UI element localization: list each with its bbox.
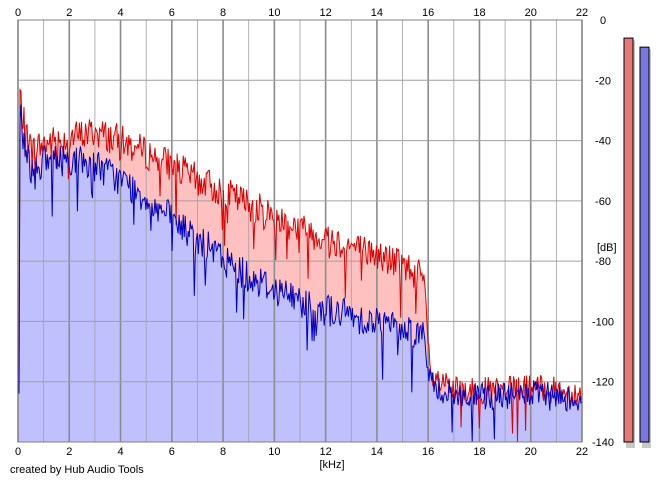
y-tick-label: -140 [592,437,614,449]
x-tick-label-bottom: 2 [66,446,72,458]
x-tick-label-bottom: 0 [15,446,21,458]
x-tick-label-bottom: 14 [371,446,383,458]
x-tick-label-bottom: 12 [320,446,332,458]
y-axis-label: [dB] [597,242,617,254]
x-tick-label-top: 0 [15,7,21,19]
x-tick-label-bottom: 6 [169,446,175,458]
level-meter-2 [639,46,650,443]
x-tick-label-bottom: 4 [117,446,123,458]
y-tick-label: -100 [592,316,614,328]
x-tick-label-top: 4 [117,7,123,19]
series-1-line [17,88,583,443]
x-tick-label-top: 2 [66,7,72,19]
x-tick-label-top: 12 [320,7,332,19]
spectrum-lines [17,88,583,443]
y-tick-label: 0 [600,15,606,27]
x-tick-label-top: 20 [525,7,537,19]
x-tick-label-top: 18 [473,7,485,19]
x-tick-label-bottom: 8 [220,446,226,458]
x-axis-top: 0 2 4 6 8 10 12 14 16 18 20 22 [15,7,588,19]
y-axis-right: 0 -20 -40 -60 -80 -100 -120 -140 [592,15,614,449]
y-tick-label: -20 [595,75,611,87]
plot-frame [17,19,583,443]
x-axis-bottom: 0 2 4 6 8 10 12 14 16 18 20 22 [15,446,588,458]
x-tick-label-top: 16 [422,7,434,19]
y-tick-label: -40 [595,136,611,148]
x-tick-label-bottom: 22 [576,446,588,458]
x-tick-label-top: 22 [576,7,588,19]
x-tick-label-top: 6 [169,7,175,19]
x-tick-label-bottom: 20 [525,446,537,458]
y-tick-label: -120 [592,377,614,389]
level-meter-1 [623,37,634,443]
x-tick-label-bottom: 18 [473,446,485,458]
x-tick-label-bottom: 10 [268,446,280,458]
x-tick-label-top: 10 [268,7,280,19]
y-tick-label: -60 [595,196,611,208]
credit-text: created by Hub Audio Tools [10,464,144,476]
series-2-area [18,104,582,443]
x-tick-label-top: 14 [371,7,383,19]
x-axis-label: [kHz] [319,459,344,471]
x-tick-label-top: 8 [220,7,226,19]
level-meters [623,37,651,448]
y-tick-label: -80 [595,256,611,268]
series-2-line [17,104,583,443]
x-tick-label-bottom: 16 [422,446,434,458]
